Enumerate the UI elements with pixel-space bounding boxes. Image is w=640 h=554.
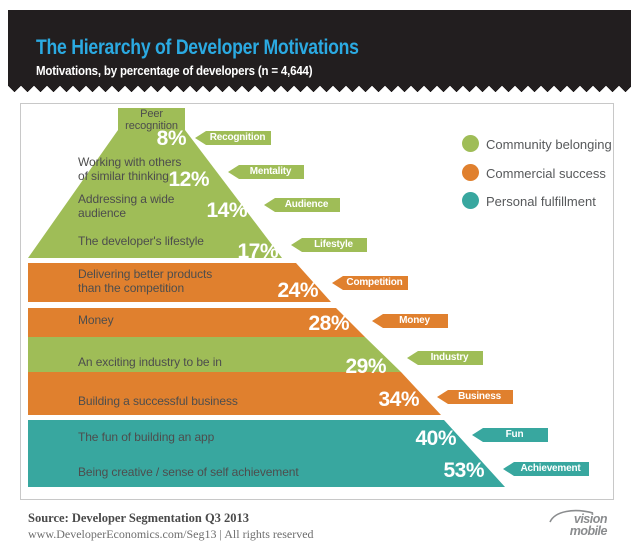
source-url-line: www.DeveloperEconomics.com/Seg13 | All r… [28,527,314,541]
layer-percent: 14% [206,199,247,222]
header-banner: The Hierarchy of Developer Motivations M… [8,10,631,85]
layer-label: Working with others of similar thinking [78,155,182,183]
tag-business: Business [437,390,513,404]
tag-audience: Audience [264,198,340,212]
band-money [28,308,365,337]
logo-text-vision: vision [574,512,608,526]
legend-swatch-commercial [462,164,479,181]
layer-label: The fun of building an app [78,430,215,444]
tag-mentality: Mentality [228,165,304,179]
layer-label: Building a successful business [78,394,238,408]
tag-money: Money [372,314,448,328]
logo-text-mobile: mobile [570,524,608,538]
layer-percent: 12% [168,168,209,191]
tag-lifestyle: Lifestyle [291,238,367,252]
layer-label: An exciting industry to be in [78,355,222,369]
layer-percent: 8% [156,127,187,150]
logo-swoosh-icon [549,509,594,523]
tag-competition: Competition [332,276,408,290]
page-title: The Hierarchy of Developer Motivations [36,36,359,59]
layer-percent: 40% [415,427,456,450]
band-personal-fulfillment [28,420,505,487]
layer-label: Addressing a wide audience [78,192,175,220]
band-peer-recognition [118,108,185,131]
tag-recognition: Recognition [195,131,271,145]
layer-label: Delivering better products than the comp… [78,267,213,295]
legend-swatch-community [462,135,479,152]
layer-percent: 34% [378,388,419,411]
legend-label: Commercial success [486,166,606,181]
header-zigzag-edge [8,85,631,92]
legend-label: Community belonging [486,137,612,152]
tag-achievement: Achievement [503,462,589,476]
band-competition [28,263,331,302]
legend-swatch-personal [462,192,479,209]
layer-label: The developer's lifestyle [78,234,204,248]
visionmobile-logo: vision mobile [549,509,608,538]
tag-fun: Fun [472,428,548,442]
band-industry [28,337,401,372]
legend-label: Personal fulfillment [486,194,596,209]
tag-industry: Industry [407,351,483,365]
layer-label: Money [78,313,114,327]
source-line: Source: Developer Segmentation Q3 2013 [28,511,250,525]
layer-percent: 17% [237,240,278,263]
band-business [28,372,441,415]
layer-percent: 29% [345,355,386,378]
layer-percent: 53% [443,459,484,482]
page-subtitle: Motivations, by percentage of developers… [36,64,313,78]
layer-label: Peer recognition [125,108,178,132]
layer-percent: 28% [308,312,349,335]
layer-percent: 24% [277,279,318,302]
layer-label: Being creative / sense of self achieveme… [78,465,299,479]
